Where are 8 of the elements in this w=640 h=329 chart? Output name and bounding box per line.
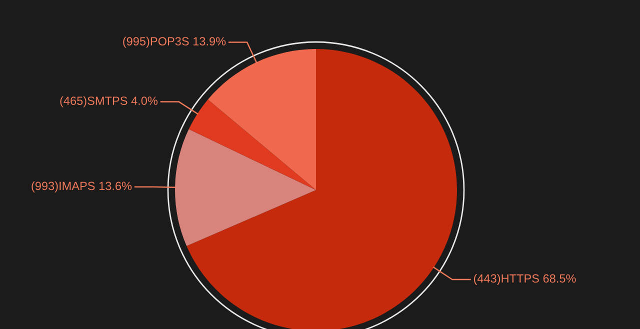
pie-slice <box>186 49 457 329</box>
slice-label: (993)IMAPS 13.6% <box>32 181 132 192</box>
pie-slice <box>175 129 316 246</box>
slice-label: (443)HTTPS 68.5% <box>474 274 576 285</box>
slice-label: (465)SMTPS 4.0% <box>60 96 158 108</box>
pie-slice <box>188 99 316 190</box>
slice-label: (995)POP3S 13.9% <box>123 36 226 48</box>
pie-slice <box>208 49 316 190</box>
